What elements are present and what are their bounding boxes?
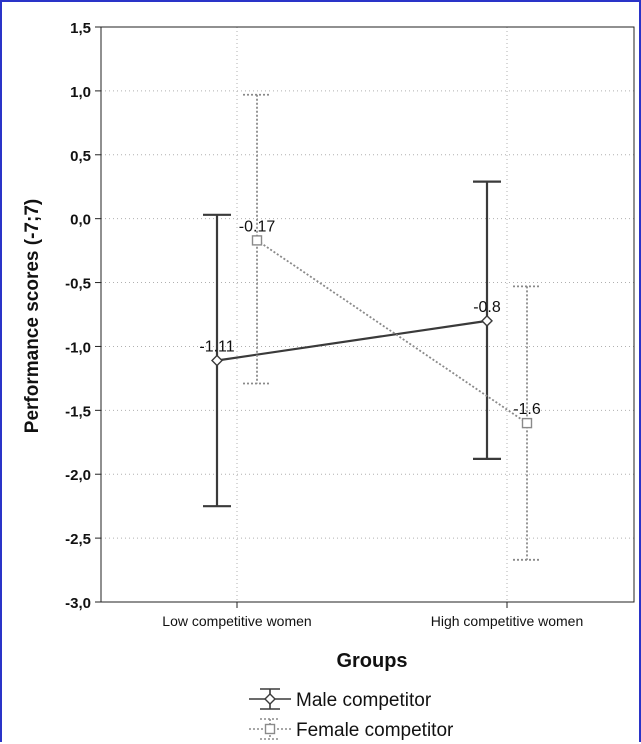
legend-label-female: Female competitor — [296, 720, 454, 741]
series-line — [216, 319, 488, 362]
legend: Male competitor Female competitor — [249, 688, 454, 741]
y-tick-label: 0,0 — [70, 212, 91, 229]
grid-layer — [101, 27, 634, 602]
legend-female-symbol — [249, 718, 291, 740]
data-point-square — [521, 417, 533, 429]
data-value-label: -1.6 — [513, 401, 541, 418]
legend-male-symbol — [249, 688, 291, 710]
x-tick-label: Low competitive women — [162, 613, 311, 629]
y-tick-label: 1,0 — [70, 84, 91, 101]
y-tick-label: -1,5 — [65, 403, 91, 420]
x-axis-title: Groups — [336, 650, 407, 672]
x-tick-label: High competitive women — [431, 613, 584, 629]
legend-entry-female: Female competitor — [249, 718, 454, 741]
y-tick-label: -3,0 — [65, 595, 91, 612]
data-value-label: -1.11 — [199, 339, 234, 356]
data-point-square — [251, 235, 263, 246]
plot-area-border — [100, 26, 635, 603]
axis-layer — [95, 26, 635, 608]
data-value-label: -0.17 — [239, 218, 276, 235]
y-tick-label: 1,5 — [70, 20, 91, 37]
legend-label-male: Male competitor — [296, 690, 432, 711]
y-tick-label: 0,5 — [70, 148, 91, 165]
data-value-label: -0.8 — [473, 299, 501, 316]
y-tick-label: -1,0 — [65, 339, 91, 356]
y-tick-label: -2,5 — [65, 531, 91, 548]
y-tick-label: -0,5 — [65, 276, 91, 293]
legend-marker-square — [264, 723, 276, 735]
label-layer: 1,5 1,0 0,5 0,0 -0,5 -1,0 -1,5 -2,0 -2,5 -3,0 Low … — [65, 20, 583, 629]
y-axis-title: Performance scores (-7;7) — [22, 199, 43, 433]
series-layer — [203, 93, 541, 561]
data-point-diamond — [481, 314, 493, 327]
y-tick-label: -2,0 — [65, 467, 91, 484]
legend-entry-male: Male competitor — [249, 688, 432, 711]
data-point-diamond — [211, 354, 223, 367]
legend-marker-diamond — [264, 693, 276, 705]
